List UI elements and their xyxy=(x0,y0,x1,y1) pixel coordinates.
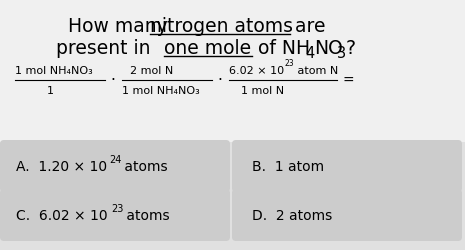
FancyBboxPatch shape xyxy=(0,189,230,241)
Text: 1: 1 xyxy=(47,86,54,96)
Text: atom N: atom N xyxy=(294,66,338,76)
FancyBboxPatch shape xyxy=(0,0,465,142)
Text: of NH: of NH xyxy=(252,39,310,58)
Text: A.  1.20 × 10: A. 1.20 × 10 xyxy=(16,159,107,173)
Text: are: are xyxy=(289,18,326,36)
Text: C.  6.02 × 10: C. 6.02 × 10 xyxy=(16,208,107,222)
Text: ?: ? xyxy=(346,39,356,58)
Text: nitrogen atoms: nitrogen atoms xyxy=(150,18,293,36)
Text: atoms: atoms xyxy=(122,208,170,222)
Text: 4: 4 xyxy=(305,46,314,61)
Text: 1 mol NH₄NO₃: 1 mol NH₄NO₃ xyxy=(15,66,93,76)
Text: D.  2 atoms: D. 2 atoms xyxy=(252,208,332,222)
Text: How many: How many xyxy=(68,18,174,36)
Text: 23: 23 xyxy=(284,59,293,68)
Text: 6.02 × 10: 6.02 × 10 xyxy=(229,66,284,76)
Text: 2 mol N: 2 mol N xyxy=(130,66,173,76)
Text: atoms: atoms xyxy=(120,159,167,173)
FancyBboxPatch shape xyxy=(0,140,230,192)
Text: ·: · xyxy=(217,72,222,87)
Text: 24: 24 xyxy=(109,154,121,164)
Text: =: = xyxy=(342,74,353,88)
Text: NO: NO xyxy=(314,39,343,58)
Text: 1 mol NH₄NO₃: 1 mol NH₄NO₃ xyxy=(122,86,200,96)
FancyBboxPatch shape xyxy=(232,189,462,241)
FancyBboxPatch shape xyxy=(232,140,462,192)
Text: one mole: one mole xyxy=(164,39,251,58)
Text: B.  1 atom: B. 1 atom xyxy=(252,159,324,173)
Text: present in: present in xyxy=(56,39,157,58)
Text: 1 mol N: 1 mol N xyxy=(241,86,284,96)
Text: 3: 3 xyxy=(337,46,346,61)
Text: ·: · xyxy=(110,72,115,87)
Text: 23: 23 xyxy=(111,203,123,213)
